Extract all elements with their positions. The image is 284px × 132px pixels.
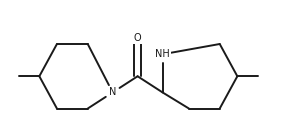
- Text: N: N: [109, 87, 116, 97]
- Text: O: O: [134, 33, 141, 43]
- Text: NH: NH: [155, 49, 170, 59]
